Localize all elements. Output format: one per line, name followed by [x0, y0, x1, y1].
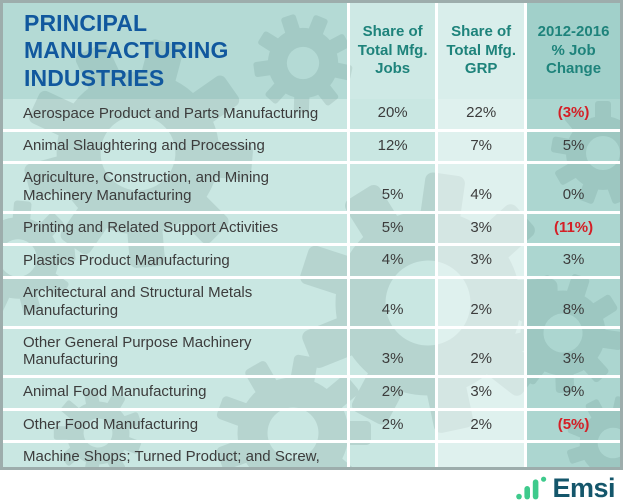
table-body: Aerospace Product and Parts Manufacturin…	[3, 99, 620, 467]
jobs-share-value: 3%	[348, 327, 439, 378]
table-row: Machine Shops; Turned Product; and Screw…	[3, 441, 620, 467]
column-header-grp-share: Share of Total Mfg. GRP	[436, 3, 528, 99]
grp-share-value: 7%	[436, 130, 528, 165]
table-row: Plastics Product Manufacturing 4% 3% 3%	[3, 244, 620, 280]
jobs-share-value: 4%	[348, 277, 439, 329]
emsi-bars-icon	[516, 476, 547, 500]
emsi-brand-text: Emsi	[552, 473, 615, 503]
footer: Emsi	[0, 470, 623, 503]
column-header-jobs-share: Share of Total Mfg. Jobs	[348, 3, 439, 99]
grp-share-value: 22%	[436, 99, 528, 132]
industry-name: Animal Food Manufacturing	[3, 376, 351, 411]
grp-share-value: 2%	[436, 277, 528, 329]
jobs-share-value: 12%	[348, 130, 439, 165]
table-row: Animal Slaughtering and Processing 12% 7…	[3, 130, 620, 165]
header-row: PRINCIPAL MANUFACTURING INDUSTRIES Share…	[3, 3, 620, 99]
jobs-share-value: 5%	[348, 212, 439, 247]
industry-name: Machine Shops; Turned Product; and Screw…	[3, 441, 351, 467]
industry-name: Printing and Related Support Activities	[3, 212, 351, 247]
jobs-share-value: 2%	[348, 441, 439, 467]
job-change-value: 5%	[525, 130, 620, 165]
job-change-value: 8%	[525, 277, 620, 329]
job-change-value: (11%)	[525, 212, 620, 247]
table-row: Printing and Related Support Activities …	[3, 212, 620, 247]
grp-share-value: 4%	[436, 162, 528, 214]
jobs-share-value: 4%	[348, 244, 439, 280]
industry-table: PRINCIPAL MANUFACTURING INDUSTRIES Share…	[3, 3, 620, 467]
job-change-value: 3%	[525, 244, 620, 280]
industry-name: Agriculture, Construction, and Mining Ma…	[3, 162, 351, 214]
emsi-logo: Emsi	[516, 473, 615, 503]
table-row: Animal Food Manufacturing 2% 3% 9%	[3, 376, 620, 411]
industry-name: Animal Slaughtering and Processing	[3, 130, 351, 165]
job-change-value: 15%	[525, 441, 620, 467]
table-row: Architectural and Structural Metals Manu…	[3, 277, 620, 329]
grp-share-value: 3%	[436, 244, 528, 280]
job-change-value: (5%)	[525, 409, 620, 444]
jobs-share-value: 20%	[348, 99, 439, 132]
table-row: Other General Purpose Machinery Manufact…	[3, 327, 620, 378]
grp-share-value: 2%	[436, 327, 528, 378]
industry-table-board: PRINCIPAL MANUFACTURING INDUSTRIES Share…	[0, 0, 623, 470]
table-row: Agriculture, Construction, and Mining Ma…	[3, 162, 620, 214]
industry-name: Architectural and Structural Metals Manu…	[3, 277, 351, 329]
jobs-share-value: 2%	[348, 376, 439, 411]
grp-share-value: 3%	[436, 212, 528, 247]
table-row: Aerospace Product and Parts Manufacturin…	[3, 99, 620, 132]
job-change-value: 9%	[525, 376, 620, 411]
industry-name: Other Food Manufacturing	[3, 409, 351, 444]
column-header-job-change: 2012-2016 % Job Change	[525, 3, 620, 99]
grp-share-value: 3%	[436, 376, 528, 411]
grp-share-value: 1%	[436, 441, 528, 467]
job-change-value: (3%)	[525, 99, 620, 132]
jobs-share-value: 5%	[348, 162, 439, 214]
grp-share-value: 2%	[436, 409, 528, 444]
industry-name: Aerospace Product and Parts Manufacturin…	[3, 99, 351, 132]
industry-name: Other General Purpose Machinery Manufact…	[3, 327, 351, 378]
job-change-value: 0%	[525, 162, 620, 214]
page-title: PRINCIPAL MANUFACTURING INDUSTRIES	[3, 3, 351, 99]
table-row: Other Food Manufacturing 2% 2% (5%)	[3, 409, 620, 444]
industry-name: Plastics Product Manufacturing	[3, 244, 351, 280]
jobs-share-value: 2%	[348, 409, 439, 444]
job-change-value: 3%	[525, 327, 620, 378]
